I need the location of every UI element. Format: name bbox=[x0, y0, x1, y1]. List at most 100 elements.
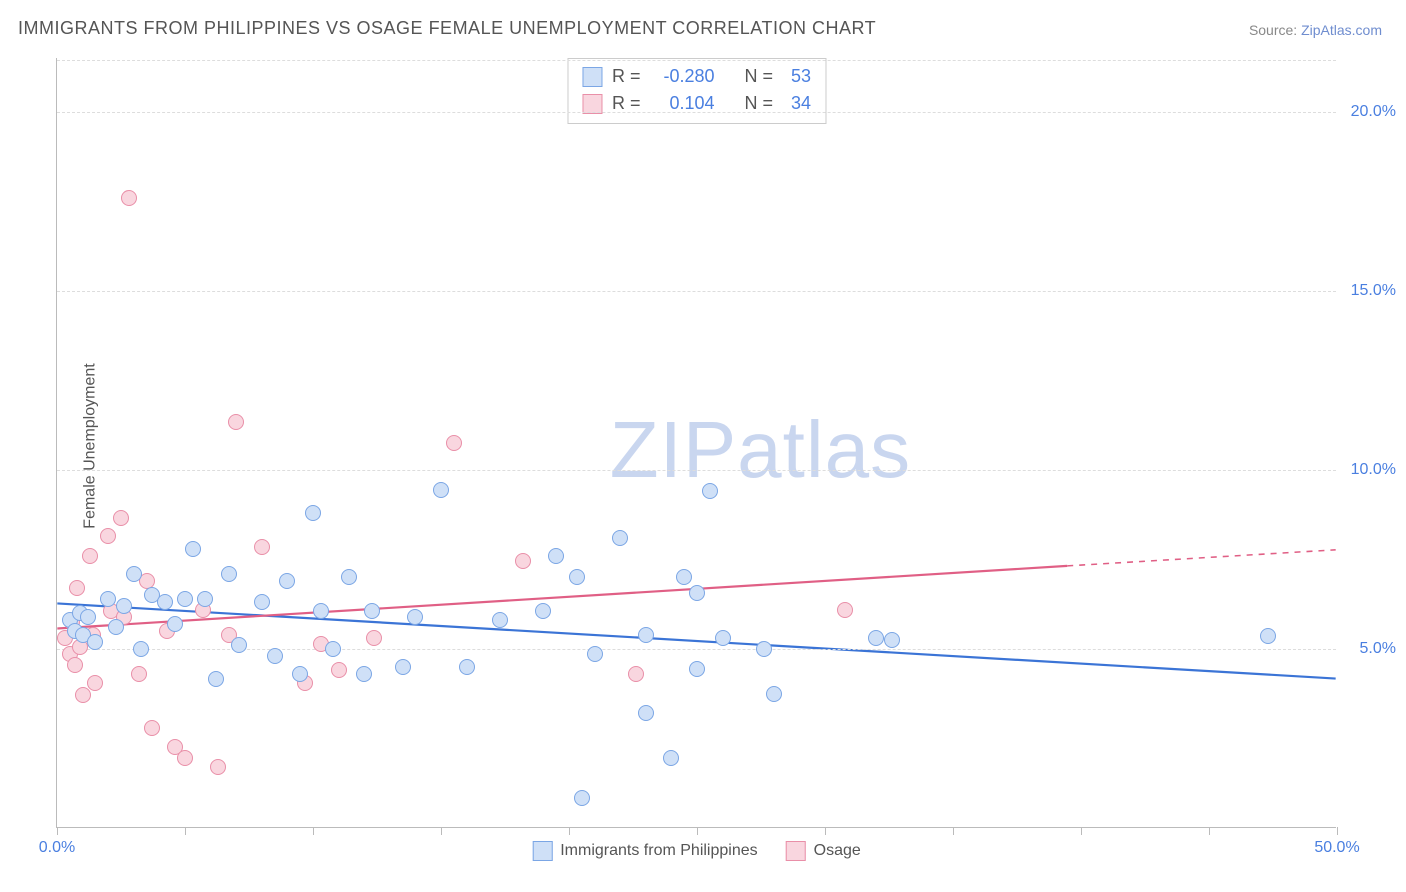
source-attribution: Source: ZipAtlas.com bbox=[1249, 22, 1382, 38]
data-point bbox=[231, 637, 247, 653]
bottom-legend: Immigrants from Philippines Osage bbox=[532, 841, 861, 861]
data-point bbox=[121, 190, 137, 206]
data-point bbox=[144, 720, 160, 736]
series1-swatch bbox=[582, 67, 602, 87]
data-point bbox=[157, 594, 173, 610]
legend-item-2: Osage bbox=[786, 841, 861, 861]
x-tick bbox=[185, 827, 186, 835]
gridline bbox=[57, 649, 1336, 650]
data-point bbox=[628, 666, 644, 682]
data-point bbox=[492, 612, 508, 628]
legend-item-1: Immigrants from Philippines bbox=[532, 841, 757, 861]
data-point bbox=[221, 566, 237, 582]
watermark-zip: ZIP bbox=[610, 405, 737, 494]
data-point bbox=[459, 659, 475, 675]
chart-title: IMMIGRANTS FROM PHILIPPINES VS OSAGE FEM… bbox=[18, 18, 876, 39]
data-point bbox=[446, 435, 462, 451]
data-point bbox=[87, 675, 103, 691]
data-point bbox=[587, 646, 603, 662]
data-point bbox=[133, 641, 149, 657]
x-tick bbox=[57, 827, 58, 835]
plot-area: ZIPatlas R = -0.280 N = 53 R = 0.104 N =… bbox=[56, 58, 1336, 828]
data-point bbox=[69, 580, 85, 596]
data-point bbox=[254, 594, 270, 610]
r-label: R = bbox=[612, 90, 641, 117]
gridline bbox=[57, 60, 1336, 61]
data-point bbox=[126, 566, 142, 582]
r-label: R = bbox=[612, 63, 641, 90]
data-point bbox=[689, 585, 705, 601]
data-point bbox=[433, 482, 449, 498]
data-point bbox=[407, 609, 423, 625]
data-point bbox=[113, 510, 129, 526]
data-point bbox=[548, 548, 564, 564]
data-point bbox=[108, 619, 124, 635]
legend-label-1: Immigrants from Philippines bbox=[560, 842, 757, 860]
data-point bbox=[208, 671, 224, 687]
data-point bbox=[167, 616, 183, 632]
data-point bbox=[868, 630, 884, 646]
source-prefix: Source: bbox=[1249, 22, 1301, 38]
data-point bbox=[177, 750, 193, 766]
data-point bbox=[612, 530, 628, 546]
data-point bbox=[702, 483, 718, 499]
data-point bbox=[131, 666, 147, 682]
data-point bbox=[197, 591, 213, 607]
x-tick-label: 50.0% bbox=[1314, 839, 1359, 857]
watermark-atlas: atlas bbox=[737, 405, 911, 494]
n-value-1: 53 bbox=[783, 63, 811, 90]
data-point bbox=[313, 603, 329, 619]
n-value-2: 34 bbox=[783, 90, 811, 117]
x-tick bbox=[1337, 827, 1338, 835]
data-point bbox=[87, 634, 103, 650]
y-tick-label: 20.0% bbox=[1351, 103, 1396, 121]
source-link[interactable]: ZipAtlas.com bbox=[1301, 22, 1382, 38]
stats-legend-box: R = -0.280 N = 53 R = 0.104 N = 34 bbox=[567, 58, 826, 124]
x-tick bbox=[569, 827, 570, 835]
data-point bbox=[80, 609, 96, 625]
data-point bbox=[116, 598, 132, 614]
data-point bbox=[515, 553, 531, 569]
gridline bbox=[57, 112, 1336, 113]
data-point bbox=[100, 528, 116, 544]
r-value-1: -0.280 bbox=[651, 63, 715, 90]
x-tick bbox=[1209, 827, 1210, 835]
data-point bbox=[341, 569, 357, 585]
n-label: N = bbox=[745, 63, 774, 90]
stats-row-2: R = 0.104 N = 34 bbox=[582, 90, 811, 117]
data-point bbox=[364, 603, 380, 619]
data-point bbox=[228, 414, 244, 430]
y-tick-label: 15.0% bbox=[1351, 282, 1396, 300]
data-point bbox=[756, 641, 772, 657]
data-point bbox=[67, 657, 83, 673]
data-point bbox=[305, 505, 321, 521]
data-point bbox=[210, 759, 226, 775]
data-point bbox=[574, 790, 590, 806]
data-point bbox=[82, 548, 98, 564]
data-point bbox=[292, 666, 308, 682]
data-point bbox=[535, 603, 551, 619]
data-point bbox=[366, 630, 382, 646]
data-point bbox=[638, 627, 654, 643]
x-tick bbox=[441, 827, 442, 835]
legend-swatch-1 bbox=[532, 841, 552, 861]
gridline bbox=[57, 470, 1336, 471]
data-point bbox=[177, 591, 193, 607]
x-tick bbox=[825, 827, 826, 835]
x-tick-label: 0.0% bbox=[39, 839, 75, 857]
data-point bbox=[75, 687, 91, 703]
regression-lines bbox=[57, 58, 1336, 827]
x-tick bbox=[313, 827, 314, 835]
data-point bbox=[676, 569, 692, 585]
data-point bbox=[638, 705, 654, 721]
data-point bbox=[331, 662, 347, 678]
series2-swatch bbox=[582, 94, 602, 114]
watermark: ZIPatlas bbox=[610, 404, 911, 496]
data-point bbox=[254, 539, 270, 555]
data-point bbox=[267, 648, 283, 664]
r-value-2: 0.104 bbox=[651, 90, 715, 117]
data-point bbox=[569, 569, 585, 585]
legend-swatch-2 bbox=[786, 841, 806, 861]
data-point bbox=[100, 591, 116, 607]
data-point bbox=[837, 602, 853, 618]
